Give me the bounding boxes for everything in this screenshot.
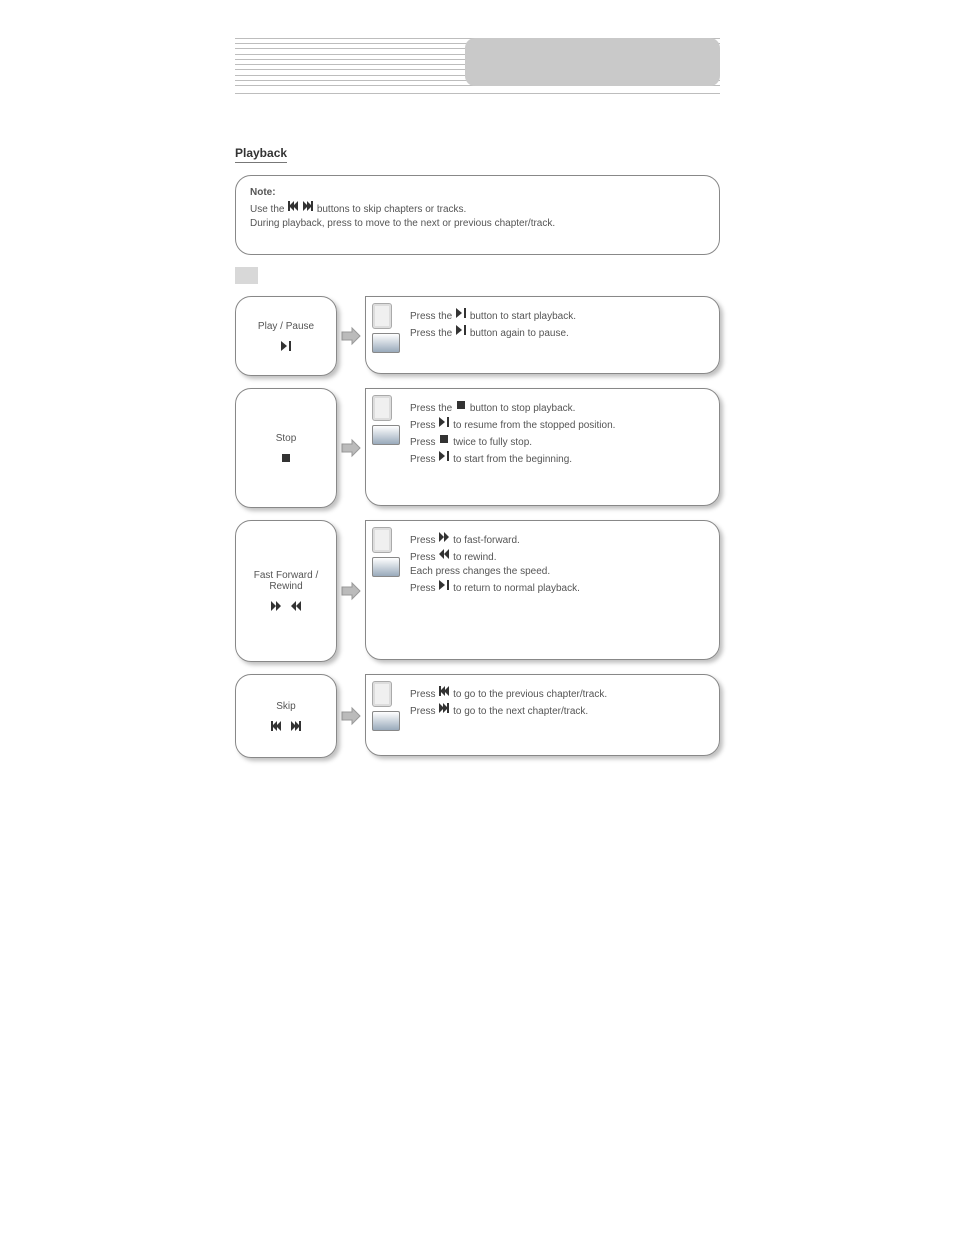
desc-text: Press (410, 706, 438, 717)
instruction-row: Stop Press the button to stop playback. … (235, 388, 720, 508)
note-line1-before: Use the (250, 204, 287, 215)
desc-text: to return to normal playback. (453, 583, 580, 594)
note-line2: During playback, press to move to the ne… (250, 218, 555, 229)
skip-next-icon (438, 702, 450, 714)
description-box: Press to fast-forward. Press to rewind. … (365, 520, 720, 660)
header-title-block (465, 38, 720, 86)
stop-icon (455, 399, 467, 411)
page: Playback Note: Use the buttons to skip c… (0, 0, 954, 1235)
desc-text: Each press changes the speed. (410, 566, 550, 577)
fast-forward-icon (438, 531, 450, 543)
desc-text: to resume from the stopped position. (453, 420, 615, 431)
stop-icon (438, 433, 450, 445)
control-title: Stop (270, 433, 303, 444)
remote-icon (372, 303, 392, 329)
control-title: Play / Pause (252, 321, 320, 332)
desc-text: to go to the next chapter/track. (453, 706, 588, 717)
desc-text: Press (410, 583, 438, 594)
remote-icon (372, 395, 392, 421)
control-box: Stop (235, 388, 337, 508)
play-pause-icon (438, 450, 450, 462)
desc-text: button again to pause. (470, 328, 569, 339)
note-box: Note: Use the buttons to skip chapters o… (235, 175, 720, 255)
instruction-row: Skip Press to go to the previous chapter… (235, 674, 720, 758)
tv-icon (372, 557, 400, 577)
skip-prev-icon (438, 685, 450, 697)
desc-text: Press the (410, 311, 455, 322)
description-box: Press the button to stop playback. Press… (365, 388, 720, 506)
rewind-icon (290, 600, 302, 612)
desc-text: to go to the previous chapter/track. (453, 689, 607, 700)
play-pause-icon (280, 340, 292, 352)
control-box: Skip (235, 674, 337, 758)
connector-arrow (337, 674, 365, 758)
desc-text: Press (410, 689, 438, 700)
desc-text: Press (410, 535, 438, 546)
play-pause-icon (455, 307, 467, 319)
section-title: Playback (235, 146, 287, 163)
content-column: Playback Note: Use the buttons to skip c… (235, 38, 720, 758)
control-title: Fast Forward / Rewind (236, 570, 336, 592)
description-box: Press the button to start playback. Pres… (365, 296, 720, 374)
control-title: Skip (270, 701, 301, 712)
desc-text: button to stop playback. (470, 403, 576, 414)
connector-arrow (337, 296, 365, 376)
desc-text: to fast-forward. (453, 535, 520, 546)
desc-text: Press the (410, 403, 455, 414)
note-line1-after: buttons to skip chapters or tracks. (317, 204, 467, 215)
desc-text: button to start playback. (470, 311, 576, 322)
control-box: Fast Forward / Rewind (235, 520, 337, 662)
desc-text: to rewind. (453, 552, 496, 563)
tv-icon (372, 425, 400, 445)
instruction-row: Fast Forward / Rewind Press to fast-forw… (235, 520, 720, 662)
desc-text: twice to fully stop. (453, 437, 532, 448)
connector-arrow (337, 520, 365, 662)
skip-next-icon (302, 200, 314, 212)
play-pause-icon (438, 416, 450, 428)
desc-text: Press (410, 454, 438, 465)
fast-forward-icon (270, 600, 282, 612)
play-pause-icon (455, 324, 467, 336)
note-text: Note: Use the buttons to skip chapters o… (250, 186, 705, 231)
description-box: Press to go to the previous chapter/trac… (365, 674, 720, 756)
remote-icon (372, 527, 392, 553)
tv-icon (372, 711, 400, 731)
connector-arrow (337, 388, 365, 508)
skip-prev-icon (287, 200, 299, 212)
stop-icon (280, 452, 292, 464)
page-header (235, 38, 720, 98)
desc-text: Press the (410, 328, 455, 339)
tv-icon (372, 333, 400, 353)
header-underline (235, 93, 720, 94)
desc-text: to start from the beginning. (453, 454, 572, 465)
remote-icon (372, 681, 392, 707)
desc-text: Press (410, 552, 438, 563)
operation-label (235, 267, 258, 284)
play-pause-icon (438, 579, 450, 591)
note-label: Note: (250, 187, 276, 198)
rewind-icon (438, 548, 450, 560)
skip-next-icon (290, 720, 302, 732)
desc-text: Press (410, 420, 438, 431)
skip-prev-icon (270, 720, 282, 732)
desc-text: Press (410, 437, 438, 448)
instruction-row: Play / Pause Press the button to start p… (235, 296, 720, 376)
control-box: Play / Pause (235, 296, 337, 376)
